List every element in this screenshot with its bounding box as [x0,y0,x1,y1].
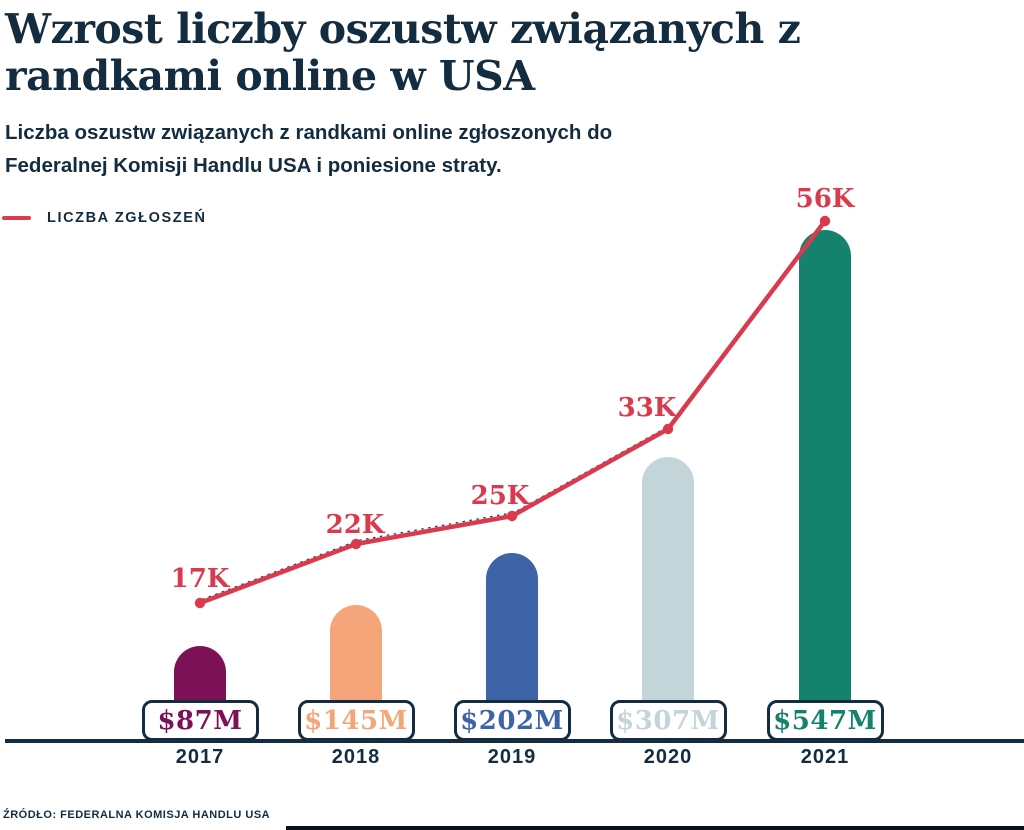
page-title-line2: randkami online w USA [5,52,535,101]
line-point-label-2019: 25K [470,481,530,511]
chart-subtitle: Liczba oszustw związanych z randkami onl… [5,117,612,183]
page-title: Wzrost liczby oszustw związanych z randk… [5,5,801,101]
x-axis-line [5,739,1024,743]
chart-subtitle-line2: Federalnej Komisji Handlu USA i poniesio… [5,153,502,177]
value-badge-2018: $145M [297,700,415,741]
line-point-marker [819,215,831,227]
value-badge-2017: $87M [141,700,259,741]
line-sketch-outline [201,217,828,601]
line-point-label-2018: 22K [325,510,385,540]
year-label-2019: 2019 [487,746,537,768]
line-point-label-2020: 33K [617,393,677,423]
value-badge-label: $87M [157,705,243,736]
value-badge-2019: $202M [453,700,571,741]
year-label-2020: 2020 [643,746,693,768]
line-point-label-2017: 17K [170,564,230,594]
value-badge-label: $307M [616,705,720,736]
line-point-marker [506,510,518,522]
page-title-line1: Wzrost liczby oszustw związanych z [5,5,801,53]
legend: LICZBA ZGŁOSZEŃ [2,208,207,228]
value-badge-label: $202M [460,705,564,736]
source-note: ŹRÓDŁO: FEDERALNA KOMISJA HANDLU USA [3,809,271,821]
value-badge-label: $547M [773,705,877,736]
value-badge-2021: $547M [766,700,884,741]
value-badge-label: $145M [304,705,408,736]
line-point-marker [662,423,674,435]
line-point-marker [194,597,206,609]
reports-line [197,218,828,606]
line-point-marker [350,538,362,550]
value-badge-2020: $307M [609,700,727,741]
year-label-2017: 2017 [175,746,225,768]
bar-2021 [799,230,851,742]
chart-subtitle-line1: Liczba oszustw związanych z randkami onl… [5,121,613,144]
year-label-2018: 2018 [331,746,381,768]
line-point-label-2021: 56K [795,184,855,214]
legend-label: LICZBA ZGŁOSZEŃ [47,210,207,226]
legend-line-swatch [2,216,31,220]
year-label-2021: 2021 [800,746,850,768]
bottom-edge-bar [286,826,1024,830]
